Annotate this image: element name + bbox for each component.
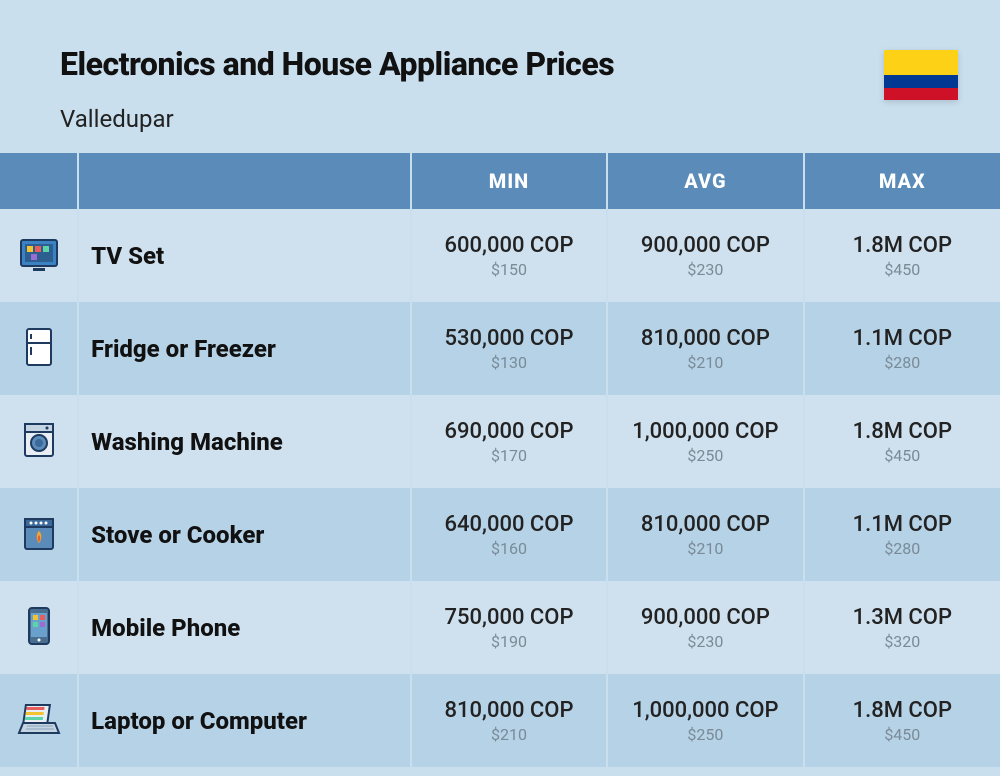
avg-cell: 1,000,000 COP $250 [607, 395, 803, 488]
laptop-icon [0, 674, 78, 767]
table-header-row: MIN AVG MAX [0, 153, 1000, 209]
min-usd: $190 [412, 632, 606, 651]
max-usd: $280 [805, 353, 1000, 372]
table-row: Stove or Cooker640,000 COP $160810,000 CO… [0, 488, 1000, 581]
max-cop: 1.1M COP [805, 326, 1000, 351]
item-name: Laptop or Computer [78, 674, 411, 767]
table-row: Mobile Phone750,000 COP $190900,000 COP $2… [0, 581, 1000, 674]
min-cell: 690,000 COP $170 [411, 395, 607, 488]
item-name: Washing Machine [78, 395, 411, 488]
item-name: Mobile Phone [78, 581, 411, 674]
max-usd: $450 [805, 725, 1000, 744]
avg-cell: 900,000 COP $230 [607, 209, 803, 302]
avg-usd: $250 [608, 446, 802, 465]
avg-cell: 1,000,000 COP $250 [607, 674, 803, 767]
avg-usd: $210 [608, 353, 802, 372]
min-cell: 600,000 COP $150 [411, 209, 607, 302]
min-cop: 690,000 COP [412, 419, 606, 444]
max-cell: 1.8M COP $450 [804, 674, 1000, 767]
avg-cell: 900,000 COP $230 [607, 581, 803, 674]
min-usd: $210 [412, 725, 606, 744]
min-cop: 750,000 COP [412, 605, 606, 630]
min-usd: $170 [412, 446, 606, 465]
avg-cell: 810,000 COP $210 [607, 488, 803, 581]
max-cop: 1.8M COP [805, 233, 1000, 258]
avg-cop: 810,000 COP [608, 512, 802, 537]
table-row: Washing Machine690,000 COP $1701,000,000 … [0, 395, 1000, 488]
max-cop: 1.1M COP [805, 512, 1000, 537]
avg-cop: 1,000,000 COP [608, 698, 802, 723]
table-row: Fridge or Freezer530,000 COP $130810,000 … [0, 302, 1000, 395]
min-cell: 750,000 COP $190 [411, 581, 607, 674]
avg-usd: $210 [608, 539, 802, 558]
max-usd: $280 [805, 539, 1000, 558]
avg-cop: 1,000,000 COP [608, 419, 802, 444]
page-subtitle: Valledupar [60, 105, 940, 133]
avg-cop: 900,000 COP [608, 605, 802, 630]
table-row: Laptop or Computer810,000 COP $2101,000,0… [0, 674, 1000, 767]
tv-icon [0, 209, 78, 302]
avg-usd: $250 [608, 725, 802, 744]
table-row: TV Set600,000 COP $150900,000 COP $2301.8M… [0, 209, 1000, 302]
item-name: TV Set [78, 209, 411, 302]
min-cop: 810,000 COP [412, 698, 606, 723]
price-table: MIN AVG MAX TV Set600,000 COP$150900,000… [0, 153, 1000, 767]
header-blank-name [78, 153, 411, 209]
item-name: Stove or Cooker [78, 488, 411, 581]
phone-icon [0, 581, 78, 674]
item-name: Fridge or Freezer [78, 302, 411, 395]
header-max: MAX [804, 153, 1000, 209]
min-cop: 600,000 COP [412, 233, 606, 258]
max-cell: 1.3M COP $320 [804, 581, 1000, 674]
washer-icon [0, 395, 78, 488]
max-usd: $450 [805, 260, 1000, 279]
avg-usd: $230 [608, 632, 802, 651]
page-title: Electronics and House Appliance Prices [60, 45, 940, 83]
avg-cop: 900,000 COP [608, 233, 802, 258]
min-cell: 530,000 COP $130 [411, 302, 607, 395]
max-cop: 1.8M COP [805, 698, 1000, 723]
max-cell: 1.1M COP $280 [804, 302, 1000, 395]
max-cop: 1.3M COP [805, 605, 1000, 630]
header-avg: AVG [607, 153, 803, 209]
avg-cell: 810,000 COP $210 [607, 302, 803, 395]
max-cop: 1.8M COP [805, 419, 1000, 444]
min-usd: $130 [412, 353, 606, 372]
header-min: MIN [411, 153, 607, 209]
avg-usd: $230 [608, 260, 802, 279]
max-usd: $450 [805, 446, 1000, 465]
min-usd: $160 [412, 539, 606, 558]
stove-icon [0, 488, 78, 581]
header-blank-icon [0, 153, 78, 209]
country-flag-icon [884, 50, 958, 100]
min-cell: 640,000 COP $160 [411, 488, 607, 581]
min-cell: 810,000 COP $210 [411, 674, 607, 767]
min-cop: 530,000 COP [412, 326, 606, 351]
max-cell: 1.8M COP $450 [804, 209, 1000, 302]
min-usd: $150 [412, 260, 606, 279]
max-cell: 1.1M COP $280 [804, 488, 1000, 581]
max-cell: 1.8M COP $450 [804, 395, 1000, 488]
max-usd: $320 [805, 632, 1000, 651]
header: Electronics and House Appliance Prices V… [0, 0, 1000, 153]
min-cop: 640,000 COP [412, 512, 606, 537]
fridge-icon [0, 302, 78, 395]
avg-cop: 810,000 COP [608, 326, 802, 351]
